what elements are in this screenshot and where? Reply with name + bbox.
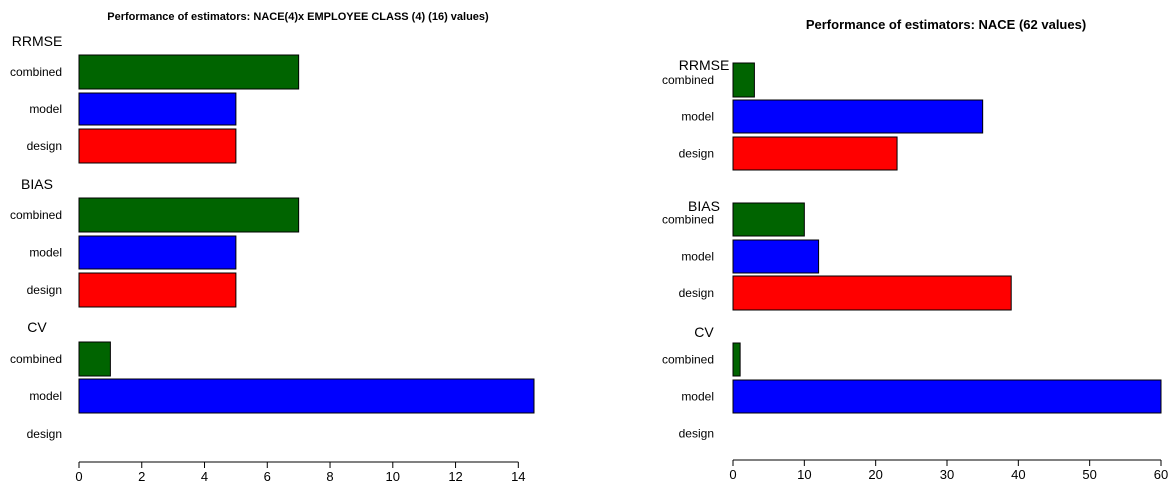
right-bar-rrmse-model <box>732 99 984 134</box>
right-bar-bias-model <box>732 239 820 274</box>
left-chart-title: Performance of estimators: NACE(4)x EMPL… <box>107 11 489 23</box>
left-category-label-bias-design: design <box>27 283 62 297</box>
right-x-tick-label-20: 20 <box>868 467 882 482</box>
right-x-tick-label-30: 30 <box>940 467 954 482</box>
left-x-tick-label-10: 10 <box>386 469 400 484</box>
left-x-tick-label-14: 14 <box>511 469 525 484</box>
left-bar-rrmse-model <box>78 92 237 126</box>
right-category-label-rrmse-combined: combined <box>662 73 714 87</box>
right-group-label-rrmse: RRMSE <box>679 57 730 73</box>
left-bar-bias-model <box>78 235 237 270</box>
right-category-label-cv-model: model <box>681 390 714 404</box>
right-bar-bias-combined <box>732 202 805 237</box>
right-group-label-cv: CV <box>694 324 714 340</box>
left-x-tick-label-4: 4 <box>201 469 208 484</box>
right-category-label-bias-combined: combined <box>662 213 714 227</box>
right-category-label-rrmse-design: design <box>679 147 714 161</box>
right-x-tick-label-0: 0 <box>729 467 736 482</box>
left-x-tick-label-0: 0 <box>75 469 82 484</box>
left-bar-rrmse-combined <box>78 54 300 90</box>
right-x-tick-label-40: 40 <box>1011 467 1025 482</box>
left-x-tick-label-12: 12 <box>448 469 462 484</box>
right-category-label-bias-design: design <box>679 286 714 300</box>
left-category-label-cv-combined: combined <box>10 352 62 366</box>
right-category-label-cv-design: design <box>679 427 714 441</box>
left-category-label-rrmse-combined: combined <box>10 65 62 79</box>
left-x-tick-label-6: 6 <box>264 469 271 484</box>
left-group-label-cv: CV <box>27 319 47 335</box>
left-category-label-bias-model: model <box>29 246 62 260</box>
left-group-label-bias: BIAS <box>21 176 53 192</box>
right-x-tick-label-50: 50 <box>1082 467 1096 482</box>
left-x-tick-label-2: 2 <box>138 469 145 484</box>
right-category-label-rrmse-model: model <box>681 110 714 124</box>
left-chart: Performance of estimators: NACE(4)x EMPL… <box>10 11 535 484</box>
left-bar-cv-combined <box>78 341 111 377</box>
left-group-label-rrmse: RRMSE <box>12 33 63 49</box>
right-bar-cv-combined <box>732 342 741 377</box>
right-bar-cv-model <box>732 379 1162 414</box>
left-bar-cv-model <box>78 378 535 414</box>
right-group-label-bias: BIAS <box>688 198 720 214</box>
left-category-label-cv-design: design <box>27 427 62 441</box>
right-bar-rrmse-design <box>732 136 898 171</box>
left-bar-bias-design <box>78 272 237 308</box>
right-x-tick-label-10: 10 <box>797 467 811 482</box>
left-x-tick-label-8: 8 <box>326 469 333 484</box>
left-category-label-rrmse-model: model <box>29 102 62 116</box>
left-category-label-bias-combined: combined <box>10 208 62 222</box>
right-x-tick-label-60: 60 <box>1154 467 1168 482</box>
right-category-label-cv-combined: combined <box>662 353 714 367</box>
left-bar-rrmse-design <box>78 128 237 164</box>
left-bar-bias-combined <box>78 197 300 233</box>
right-bar-bias-design <box>732 275 1012 311</box>
left-category-label-cv-model: model <box>29 389 62 403</box>
left-category-label-rrmse-design: design <box>27 139 62 153</box>
right-category-label-bias-model: model <box>681 250 714 264</box>
right-bar-rrmse-combined <box>732 62 755 98</box>
right-chart: Performance of estimators: NACE (62 valu… <box>662 17 1168 482</box>
right-chart-title: Performance of estimators: NACE (62 valu… <box>806 17 1086 32</box>
